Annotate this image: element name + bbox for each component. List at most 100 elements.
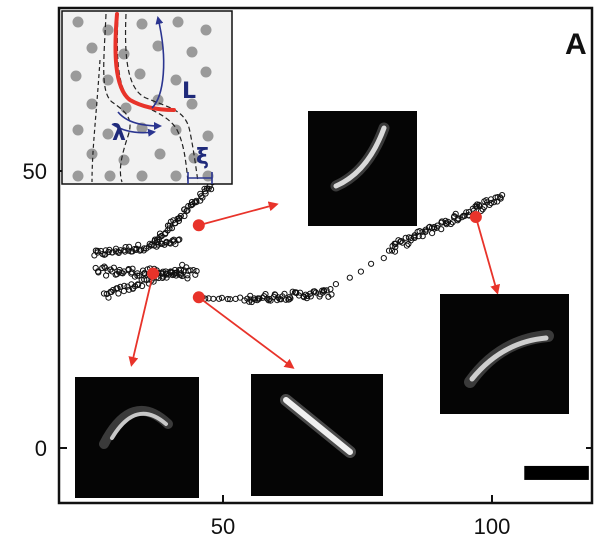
trajectory-point [163, 238, 170, 245]
post [102, 128, 114, 140]
highlighted-points [147, 210, 482, 304]
filament-image-center [251, 374, 383, 496]
trajectory-point [332, 281, 339, 288]
trajectory-point [287, 295, 294, 302]
wavelength-arrow-2 [111, 123, 156, 137]
trajectory-point [121, 282, 128, 289]
trajectory-point [184, 275, 191, 282]
post [70, 70, 82, 82]
annotation-arrow [198, 296, 295, 369]
trajectory-point [193, 199, 200, 206]
inset-label-contour: L [182, 79, 196, 104]
trajectory-point [422, 228, 429, 235]
post [154, 148, 166, 160]
annotation-arrows [128, 201, 501, 369]
post [118, 48, 130, 60]
inset-schematic: L λ ξ [61, 10, 233, 185]
trajectory-point [181, 212, 188, 220]
trajectory-point [109, 249, 116, 256]
trajectory-point [135, 241, 142, 248]
post [200, 24, 212, 36]
trajectory-point [443, 219, 450, 226]
trajectory-point [183, 264, 190, 271]
highlighted-point [147, 267, 160, 280]
trajectory-point [434, 222, 441, 229]
trajectory-point [237, 294, 244, 301]
post [170, 124, 182, 136]
trajectory-point [109, 268, 116, 275]
trajectory-points [91, 179, 506, 306]
trajectory-point [461, 212, 468, 219]
post [104, 170, 116, 182]
annotation-arrow [198, 201, 279, 227]
post [202, 130, 214, 142]
panel-label: A [565, 28, 587, 61]
wavelength-arrow [117, 111, 162, 130]
trajectory-point [357, 268, 364, 275]
highlighted-point [469, 210, 482, 223]
post [200, 66, 212, 78]
trajectory-point [94, 247, 101, 254]
trajectory-point [286, 296, 293, 303]
y-tick-label-0: 0 [35, 436, 47, 461]
trajectory-point [178, 270, 185, 277]
trajectory-point [486, 201, 493, 208]
trajectory-point [256, 295, 263, 302]
tube-right-boundary [124, 13, 199, 183]
trajectory-point [158, 232, 165, 239]
annotation-arrow [474, 216, 501, 295]
trajectory-point [121, 248, 129, 255]
filament-red-contour [113, 12, 176, 112]
trajectory-point [101, 263, 108, 270]
trajectory-point [135, 281, 142, 289]
post [102, 24, 114, 36]
trajectory-point [392, 240, 399, 248]
trajectory-point [95, 269, 102, 276]
trajectory-point [193, 268, 200, 275]
trajectory-point [247, 292, 254, 299]
inset-label-tube-width: ξ [196, 145, 209, 170]
post [72, 16, 84, 28]
trajectory-point [215, 295, 223, 302]
trajectory-point [126, 286, 133, 293]
trajectory-point [419, 233, 426, 240]
trajectory-point [403, 242, 410, 249]
trajectory-point [117, 283, 124, 290]
trajectory-point [368, 260, 375, 267]
post [134, 68, 146, 80]
trajectory-point [399, 239, 406, 246]
trajectory-point [311, 288, 318, 295]
trajectory-point [452, 210, 459, 217]
post [170, 170, 182, 182]
trajectory-point [184, 272, 191, 279]
trajectory-point [198, 193, 205, 200]
trajectory-point [328, 291, 335, 298]
trajectory-point [187, 267, 194, 274]
trajectory-point [447, 220, 454, 228]
trajectory-point [385, 247, 393, 254]
x-tick-label-100: 100 [474, 514, 511, 539]
trajectory-point [107, 266, 114, 273]
trajectory-point [297, 289, 304, 296]
trajectory-point [129, 265, 136, 272]
trajectory-point [168, 225, 175, 232]
trajectory-point [438, 226, 445, 233]
trajectory-point [246, 298, 253, 305]
trajectory-point [173, 270, 180, 277]
plot-frame [57, 6, 594, 505]
trajectory-point [159, 274, 166, 281]
trajectory-point [307, 293, 314, 300]
trajectory-point [389, 247, 396, 254]
trajectory-point [488, 199, 495, 207]
post [86, 98, 98, 110]
post [152, 40, 164, 52]
trajectory-point [346, 274, 353, 281]
trajectory-point [499, 192, 506, 199]
trajectory-point [120, 288, 128, 295]
post [86, 42, 98, 54]
trajectory-point [133, 245, 140, 252]
trajectory-point [172, 241, 179, 248]
trajectory-point [110, 264, 118, 271]
trajectory-point [210, 295, 217, 302]
